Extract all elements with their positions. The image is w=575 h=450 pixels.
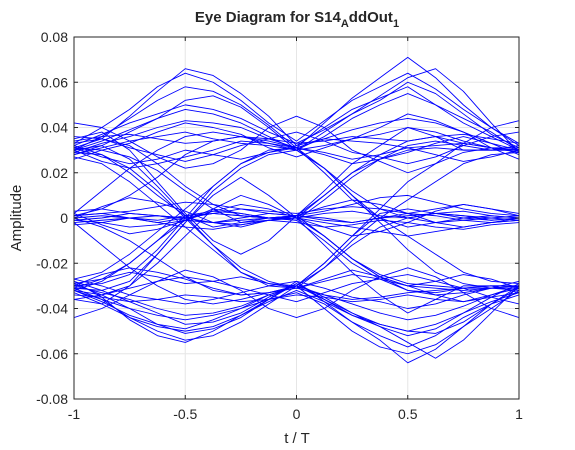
trace-line-12 xyxy=(74,113,519,160)
trace-line-22 xyxy=(74,278,519,309)
y-tick-label: 0.06 xyxy=(41,74,68,90)
y-tick-label: -0.04 xyxy=(36,301,68,317)
trace-line-32 xyxy=(74,219,519,230)
trace-line-10 xyxy=(74,133,519,144)
y-tick-label: -0.08 xyxy=(36,391,68,407)
trace-line-52 xyxy=(74,147,519,285)
x-tick-label: 0 xyxy=(293,406,301,422)
y-axis-label: Amplitude xyxy=(8,185,25,252)
trace-line-25 xyxy=(74,280,519,359)
axis-ticks: -1 -0.5 0 0.5 1 -0.08 -0.06 -0.04 -0.02 0 0.02 0.04… xyxy=(36,29,523,422)
trace-line-41 xyxy=(74,138,519,287)
trace-line-26 xyxy=(74,267,519,318)
trace-line-6 xyxy=(74,72,519,144)
y-tick-label: -0.02 xyxy=(36,255,68,271)
x-tick-label: -1 xyxy=(68,406,81,422)
trace-line-14 xyxy=(74,131,519,165)
trace-line-31 xyxy=(74,203,519,219)
trace-line-17 xyxy=(74,289,519,332)
trace-line-55 xyxy=(74,145,519,294)
x-tick-label: -0.5 xyxy=(173,406,197,422)
trace-line-51 xyxy=(74,151,519,289)
trace-line-23 xyxy=(74,292,519,303)
y-tick-label: 0 xyxy=(60,210,68,226)
x-axis-label: t / T xyxy=(284,430,310,447)
trace-line-56 xyxy=(74,140,519,291)
y-tick-label: 0.08 xyxy=(41,29,68,45)
y-tick-label: -0.06 xyxy=(36,346,68,362)
y-tick-label: 0.02 xyxy=(41,165,68,181)
x-tick-label: 1 xyxy=(515,406,523,422)
trace-line-54 xyxy=(74,217,519,305)
plot-clip xyxy=(74,56,519,364)
trace-line-50 xyxy=(74,176,519,314)
chart-title: Eye Diagram for S14AddOut1 xyxy=(195,9,399,30)
trace-line-27 xyxy=(74,274,519,305)
y-tick-label: 0.04 xyxy=(41,120,68,136)
trace-line-53 xyxy=(74,131,519,219)
x-tick-label: 0.5 xyxy=(398,406,418,422)
series-layer xyxy=(74,56,519,364)
trace-line-13 xyxy=(74,115,519,174)
